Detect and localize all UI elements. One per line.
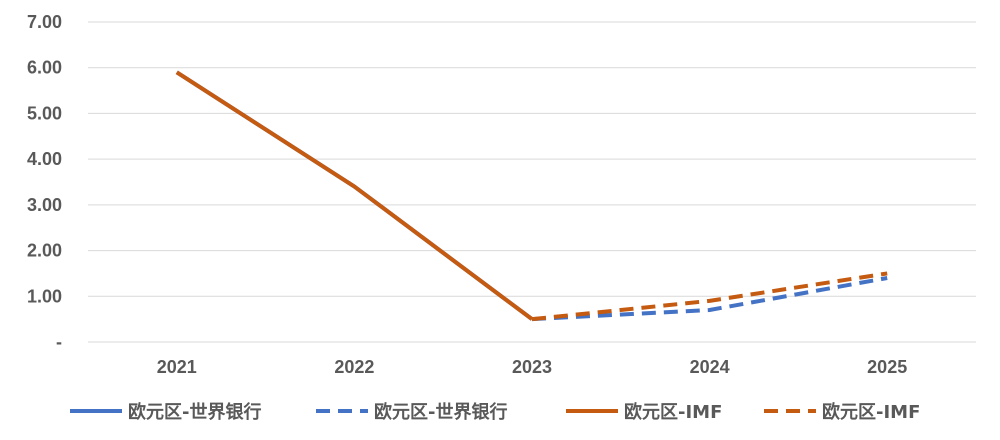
legend-label: 欧元区-IMF [822, 401, 920, 423]
x-tick-label: 2021 [157, 357, 197, 377]
x-tick-label: 2023 [512, 357, 552, 377]
series-line-0 [175, 70, 534, 321]
series-line-1 [531, 276, 888, 322]
series-line-3 [531, 271, 888, 322]
legend-label: 欧元区-世界银行 [374, 401, 507, 423]
x-axis-ticks: 2021 2022 2023 2024 2025 [157, 357, 907, 377]
y-tick-label: 5.00 [27, 103, 62, 123]
gridlines [88, 21, 976, 343]
y-tick-label: 4.00 [27, 149, 62, 169]
y-tick-label: 2.00 [27, 241, 62, 261]
x-tick-label: 2024 [690, 357, 730, 377]
y-tick-label: 1.00 [27, 286, 62, 306]
y-axis-ticks: - 1.00 2.00 3.00 4.00 5.00 6.00 7.00 [27, 12, 62, 352]
legend-label: 欧元区-世界银行 [128, 401, 261, 423]
x-tick-label: 2022 [334, 357, 374, 377]
legend-label: 欧元区-IMF [624, 401, 722, 423]
y-tick-label: 3.00 [27, 195, 62, 215]
y-tick-label: 7.00 [27, 12, 62, 32]
legend: 欧元区-世界银行 欧元区-世界银行 欧元区-IMF 欧元区-IMF [70, 401, 920, 423]
y-tick-label: 6.00 [27, 58, 62, 78]
y-tick-label: - [56, 332, 62, 352]
x-tick-label: 2025 [867, 357, 907, 377]
series-line-2 [175, 70, 534, 321]
series-lines [175, 70, 888, 322]
